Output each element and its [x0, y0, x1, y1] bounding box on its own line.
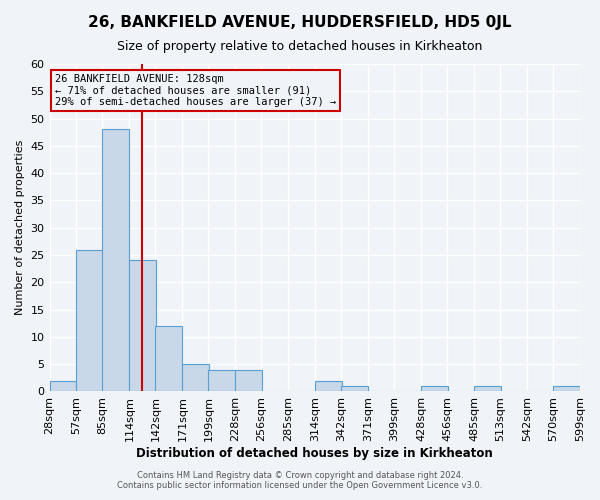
Bar — [155, 326, 182, 392]
Bar — [421, 386, 448, 392]
Bar — [474, 386, 501, 392]
Bar — [553, 386, 580, 392]
Bar — [182, 364, 209, 392]
Bar — [315, 380, 342, 392]
Bar — [341, 386, 368, 392]
Text: Contains HM Land Registry data © Crown copyright and database right 2024.
Contai: Contains HM Land Registry data © Crown c… — [118, 470, 482, 490]
Bar — [76, 250, 103, 392]
Text: Size of property relative to detached houses in Kirkheaton: Size of property relative to detached ho… — [118, 40, 482, 53]
Bar — [208, 370, 235, 392]
Bar — [50, 380, 76, 392]
Text: 26, BANKFIELD AVENUE, HUDDERSFIELD, HD5 0JL: 26, BANKFIELD AVENUE, HUDDERSFIELD, HD5 … — [88, 15, 512, 30]
Bar — [103, 130, 130, 392]
Text: 26 BANKFIELD AVENUE: 128sqm
← 71% of detached houses are smaller (91)
29% of sem: 26 BANKFIELD AVENUE: 128sqm ← 71% of det… — [55, 74, 336, 107]
Bar — [130, 260, 157, 392]
Bar — [235, 370, 262, 392]
X-axis label: Distribution of detached houses by size in Kirkheaton: Distribution of detached houses by size … — [136, 447, 493, 460]
Y-axis label: Number of detached properties: Number of detached properties — [15, 140, 25, 316]
